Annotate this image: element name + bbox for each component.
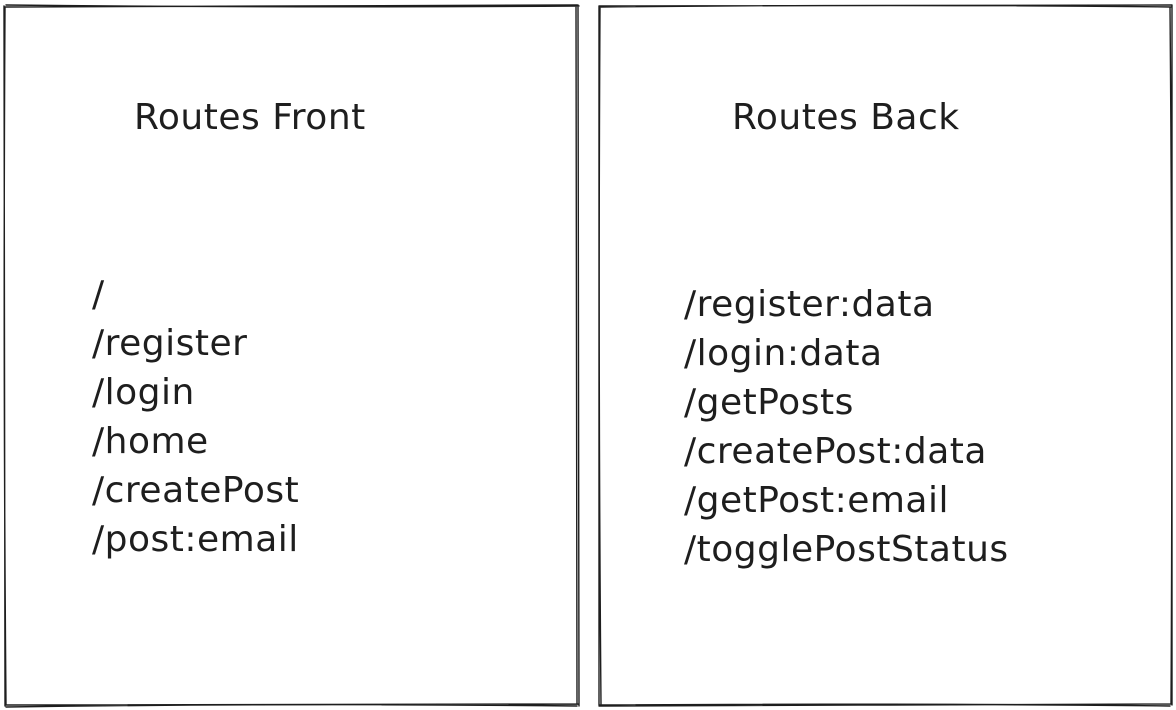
front-route-item: /createPost [92,470,300,511]
front-route-item: /login [92,372,195,413]
routes-back-panel: Routes Back /register:data /login:data /… [598,6,1172,706]
routes-front-title: Routes Front [134,97,366,138]
back-route-item: /togglePostStatus [684,529,1009,570]
routes-back-title: Routes Back [732,97,960,138]
front-route-item: / [92,274,105,315]
back-route-item: /register:data [684,284,935,325]
front-route-item: /post:email [92,519,299,560]
back-route-list: /register:data /login:data /getPosts /cr… [684,280,1009,574]
front-route-item: /register [92,323,248,364]
back-route-item: /createPost:data [684,431,987,472]
front-route-list: / /register /login /home /createPost /po… [92,270,299,564]
routes-front-panel: Routes Front / /register /login /home /c… [4,6,578,706]
back-route-item: /getPosts [684,382,854,423]
back-route-item: /getPost:email [684,480,949,521]
front-route-item: /home [92,421,209,462]
back-route-item: /login:data [684,333,883,374]
